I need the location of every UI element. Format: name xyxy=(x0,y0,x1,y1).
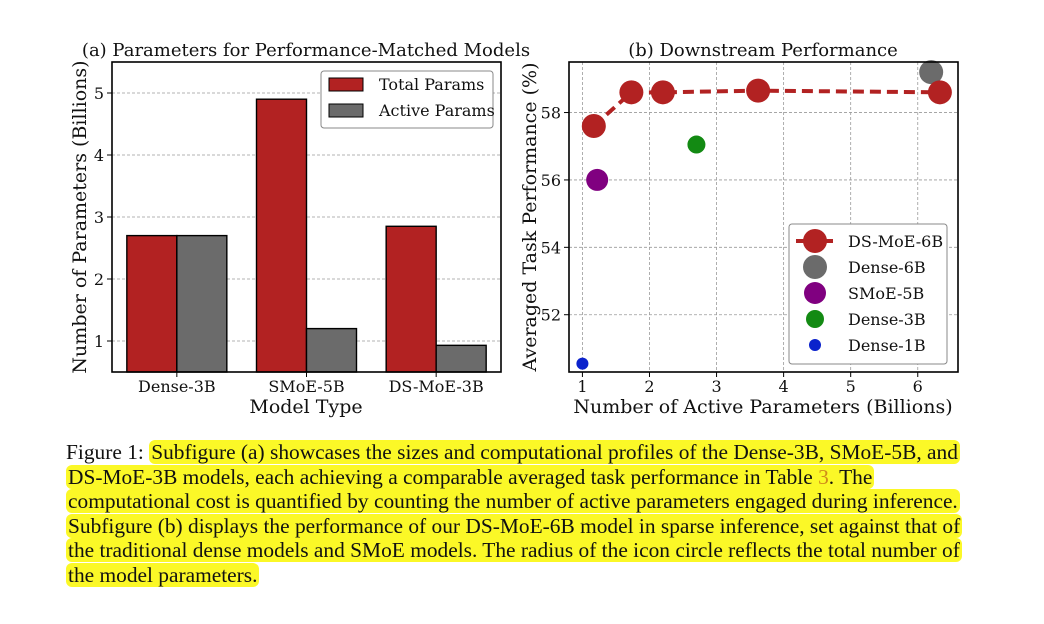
legend-marker-dense-3b xyxy=(806,310,824,328)
legend-dense-6b: Dense-6B xyxy=(848,258,926,277)
ytick-label-56: 56 xyxy=(541,171,561,190)
point-ds-moe-6b-3 xyxy=(650,80,675,105)
chart-a-bars xyxy=(126,98,487,373)
ytick-label-1: 1 xyxy=(94,332,104,351)
chart-a-yticks: 1 2 3 4 5 xyxy=(94,84,112,351)
chart-b-title: (b) Downstream Performance xyxy=(628,40,898,61)
ytick-label-4: 4 xyxy=(94,146,104,165)
chart-b-xticks: 1 2 3 4 5 6 xyxy=(577,372,923,396)
ytick-label-5: 5 xyxy=(94,84,104,103)
legend-smoe-5b: SMoE-5B xyxy=(848,284,924,303)
legend-swatch-active xyxy=(328,103,364,118)
point-ds-moe-6b-5 xyxy=(927,80,952,105)
legend-total-params: Total Params xyxy=(379,75,484,94)
xtick-label-1: 1 xyxy=(577,377,587,396)
legend-marker-ds-moe-6b xyxy=(803,229,827,253)
xtick-label-3: 3 xyxy=(711,377,721,396)
chart-a-ylabel: Number of Parameters (Billions) xyxy=(69,60,91,373)
point-dense-6b xyxy=(919,60,944,85)
caption-label: Figure 1: xyxy=(66,440,144,464)
bar-ds-moe-3b-active-params xyxy=(435,344,487,373)
xtick-label-5: 5 xyxy=(846,377,856,396)
point-dense-1b xyxy=(576,357,589,370)
point-ds-moe-6b-1 xyxy=(581,114,606,139)
chart-a-legend: Total Params Active Params xyxy=(320,70,495,129)
caption-highlight: Subfigure (a) showcases the sizes and co… xyxy=(66,440,963,587)
ytick-label-58: 58 xyxy=(541,104,561,123)
point-smoe-5b xyxy=(586,168,609,191)
legend-swatch-total xyxy=(328,77,364,92)
chart-a: (a) Parameters for Performance-Matched M… xyxy=(69,40,530,418)
xtick-label-4: 4 xyxy=(779,377,789,396)
chart-a-xticks: Dense-3B SMoE-5B DS-MoE-3B xyxy=(138,372,484,396)
point-dense-3b xyxy=(687,135,706,154)
ytick-label-2: 2 xyxy=(94,270,104,289)
bar-dense-3b-active-params xyxy=(176,234,228,373)
bar-smoe-5b-total-params xyxy=(255,98,308,373)
xtick-label-6: 6 xyxy=(913,377,923,396)
figure: (a) Parameters for Performance-Matched M… xyxy=(69,40,959,418)
table-ref-link[interactable]: 3 xyxy=(818,464,829,489)
legend-ds-moe-6b: DS-MoE-6B xyxy=(848,232,943,251)
ytick-label-52: 52 xyxy=(541,306,561,325)
chart-b-frame xyxy=(568,61,959,373)
chart-b-series xyxy=(576,60,952,370)
legend-marker-dense-1b xyxy=(809,339,821,351)
figure-caption: Figure 1: Subfigure (a) showcases the si… xyxy=(66,440,978,588)
point-ds-moe-6b-2 xyxy=(619,80,644,105)
legend-marker-dense-6b xyxy=(803,255,827,279)
chart-b-legend: DS-MoE-6B Dense-6B SMoE-5B Dense-3B Dens… xyxy=(788,223,948,365)
xtick-label-smoe-5b: SMoE-5B xyxy=(268,377,344,396)
chart-b-xlabel: Number of Active Parameters (Billions) xyxy=(573,396,952,418)
point-ds-moe-6b-4 xyxy=(746,78,771,103)
legend-dense-3b: Dense-3B xyxy=(848,310,926,329)
caption-text-2: . The computational cost is quantified b… xyxy=(68,464,961,587)
xtick-label-dense-3b: Dense-3B xyxy=(138,377,216,396)
chart-a-xlabel: Model Type xyxy=(249,396,362,418)
chart-b-grid xyxy=(569,62,958,372)
ytick-label-54: 54 xyxy=(541,238,561,257)
legend-dense-1b: Dense-1B xyxy=(848,336,926,355)
caption-text-1: Subfigure (a) showcases the sizes and co… xyxy=(68,440,958,489)
legend-marker-smoe-5b xyxy=(804,282,826,304)
chart-a-title: (a) Parameters for Performance-Matched M… xyxy=(82,40,530,61)
xtick-label-ds-moe-3b: DS-MoE-3B xyxy=(389,377,484,396)
legend-active-params: Active Params xyxy=(378,101,495,120)
xtick-label-2: 2 xyxy=(644,377,654,396)
chart-b-ylabel: Averaged Task Performance (%) xyxy=(519,63,541,373)
bar-ds-moe-3b-total-params xyxy=(385,225,437,373)
ytick-label-3: 3 xyxy=(94,208,104,227)
chart-b-yticks: 52 54 56 58 xyxy=(541,104,569,325)
bar-smoe-5b-active-params xyxy=(305,327,358,373)
bar-dense-3b-total-params xyxy=(126,234,178,373)
